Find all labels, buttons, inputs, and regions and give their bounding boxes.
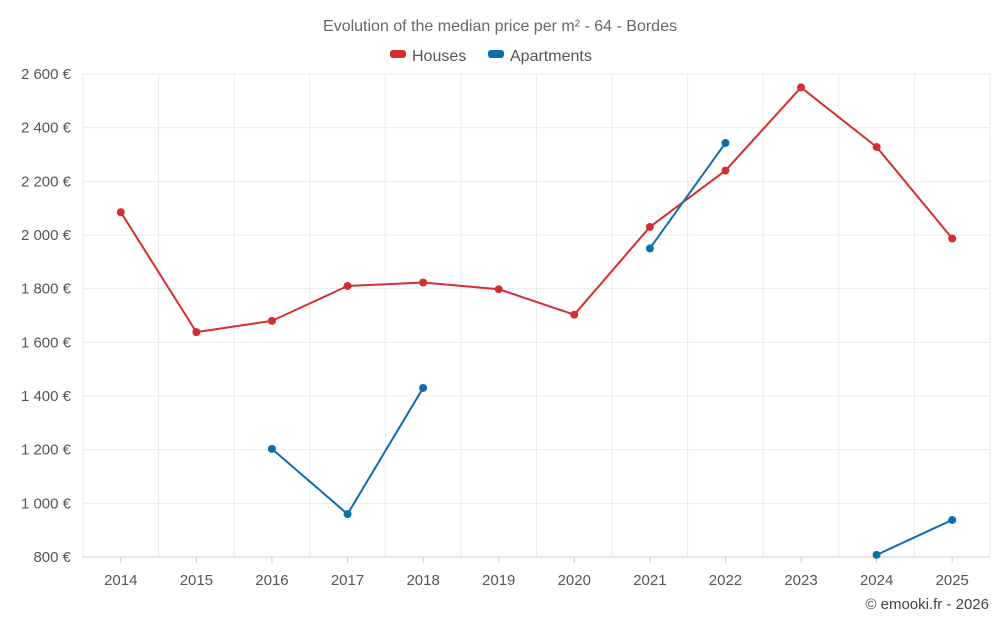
x-tick-label: 2021 xyxy=(633,572,666,589)
houses-point-2015 xyxy=(192,328,201,337)
x-tick-label: 2014 xyxy=(104,572,137,589)
apartments-line-segment xyxy=(270,386,425,516)
houses-line-segment xyxy=(119,86,954,334)
y-tick-label: 800 € xyxy=(33,549,71,566)
apartments-point-2016 xyxy=(267,444,276,453)
y-tick-label: 2 600 € xyxy=(21,66,72,83)
apartments-line-segment xyxy=(875,518,954,556)
houses-point-2016 xyxy=(267,316,276,325)
legend-item-houses: Houses xyxy=(390,48,466,65)
y-tick-label: 1 200 € xyxy=(21,442,72,459)
legend: Houses Apartments xyxy=(390,48,592,65)
houses-point-2024 xyxy=(872,142,881,151)
y-tick-label: 2 000 € xyxy=(21,227,72,244)
axes: 800 € 1 000 € 1 200 € 1 400 € 1 600 € 1 800 €… xyxy=(21,66,990,589)
y-tick-label: 2 400 € xyxy=(21,120,72,137)
apartments-point-2025 xyxy=(948,515,957,524)
houses-point-2022 xyxy=(721,166,730,175)
legend-label-houses: Houses xyxy=(412,48,466,65)
legend-label-apartments: Apartments xyxy=(510,48,592,65)
x-tick-label: 2025 xyxy=(936,572,969,589)
credit-text: © emooki.fr - 2026 xyxy=(865,596,989,613)
legend-item-apartments: Apartments xyxy=(488,48,592,65)
y-tick-label: 1 400 € xyxy=(21,388,72,405)
legend-swatch-houses xyxy=(390,50,406,58)
x-tick-label: 2015 xyxy=(180,572,213,589)
x-tick-label: 2019 xyxy=(482,572,515,589)
houses-point-2017 xyxy=(343,281,352,290)
series-apartments xyxy=(267,138,957,559)
legend-swatch-apartments xyxy=(488,50,504,58)
chart-title: Evolution of the median price per m² - 6… xyxy=(323,18,677,35)
series-layer xyxy=(116,83,957,559)
y-tick-label: 2 200 € xyxy=(21,173,72,190)
x-tick-label: 2016 xyxy=(255,572,288,589)
y-tick-label: 1 600 € xyxy=(21,334,72,351)
x-tick-label: 2020 xyxy=(558,572,591,589)
houses-point-2014 xyxy=(116,208,125,217)
houses-point-2025 xyxy=(948,234,957,243)
apartments-point-2021 xyxy=(645,244,654,253)
houses-point-2019 xyxy=(494,285,503,294)
y-tick-label: 1 800 € xyxy=(21,281,72,298)
apartments-point-2024 xyxy=(872,550,881,559)
houses-point-2021 xyxy=(645,222,654,231)
x-tick-label: 2018 xyxy=(406,572,439,589)
apartments-point-2022 xyxy=(721,138,730,147)
x-tick-label: 2022 xyxy=(709,572,742,589)
houses-point-2020 xyxy=(570,310,579,319)
houses-point-2018 xyxy=(419,278,428,287)
grid xyxy=(82,73,991,558)
x-tick-label: 2024 xyxy=(860,572,893,589)
apartments-line-segment xyxy=(648,141,727,250)
apartments-point-2018 xyxy=(419,383,428,392)
houses-point-2023 xyxy=(797,83,806,92)
x-tick-label: 2017 xyxy=(331,572,364,589)
x-tick-label: 2023 xyxy=(784,572,817,589)
apartments-point-2017 xyxy=(343,510,352,519)
series-houses xyxy=(116,83,957,337)
y-tick-label: 1 000 € xyxy=(21,495,72,512)
